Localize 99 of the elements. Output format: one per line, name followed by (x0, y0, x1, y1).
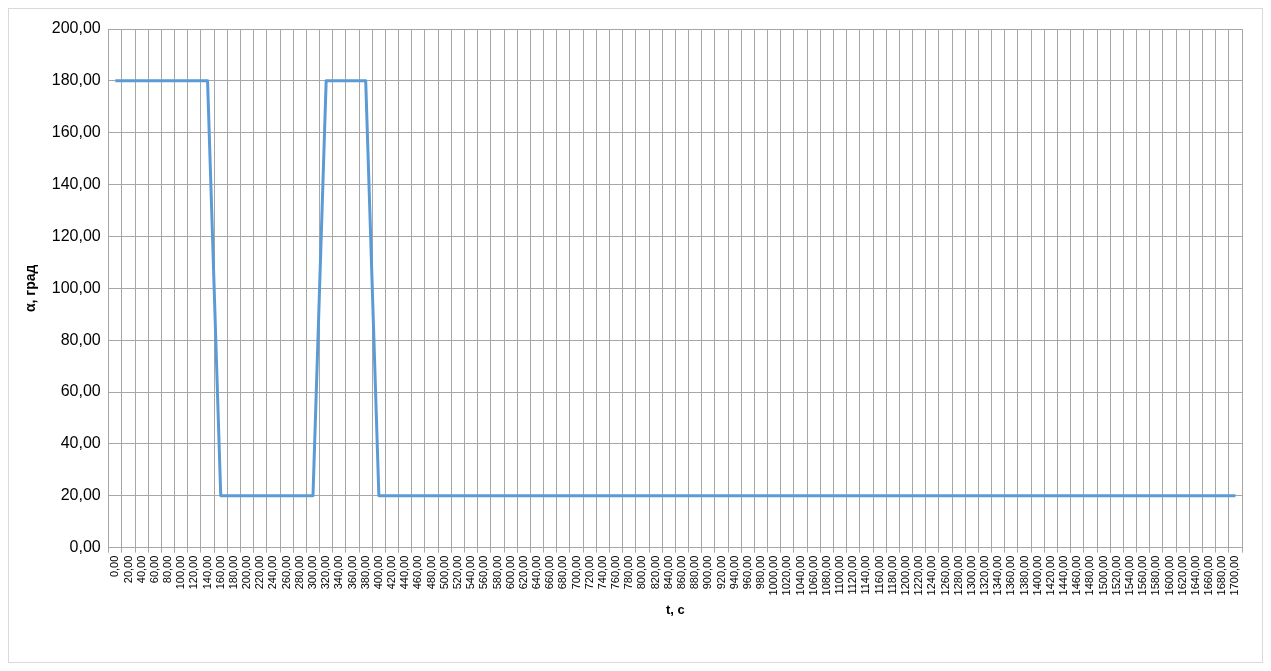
x-tick-label: 1140,00 (859, 555, 872, 595)
x-tick-label: 1680,00 (1215, 555, 1228, 596)
y-tick-label: 200,00 (51, 19, 101, 37)
x-axis-title: t, с (665, 601, 685, 617)
x-tick-label: 1400,00 (1030, 555, 1043, 596)
x-tick-label: 880,00 (688, 555, 701, 590)
x-tick-label: 180,00 (226, 555, 239, 590)
x-tick-label: 1280,00 (951, 555, 964, 596)
x-tick-label: 740,00 (595, 555, 608, 590)
x-tick-label: 1380,00 (1017, 555, 1030, 596)
y-tick-label: 140,00 (51, 175, 101, 192)
x-tick-label: 1440,00 (1057, 555, 1070, 596)
x-tick-label: 1360,00 (1004, 555, 1017, 596)
x-tick-label: 160,00 (213, 555, 226, 590)
x-tick-label: 340,00 (332, 555, 345, 590)
x-tick-label: 540,00 (464, 555, 477, 590)
x-tick-label: 1560,00 (1136, 555, 1149, 596)
x-tick-label: 320,00 (319, 555, 332, 590)
x-tick-label: 20,00 (121, 555, 134, 584)
x-tick-label: 0,00 (108, 555, 121, 578)
x-tick-label: 700,00 (569, 555, 582, 590)
x-tick-label: 1500,00 (1096, 555, 1109, 596)
x-tick-label: 1180,00 (885, 555, 898, 595)
x-tick-label: 1700,00 (1228, 555, 1241, 596)
x-tick-label: 1340,00 (991, 555, 1004, 596)
y-tick-label: 180,00 (51, 71, 101, 89)
x-tick-label: 780,00 (622, 555, 635, 590)
x-tick-label: 520,00 (450, 555, 463, 590)
x-tick-label: 500,00 (437, 555, 450, 590)
y-tick-label: 0,00 (69, 538, 101, 556)
x-tick-label: 1580,00 (1149, 555, 1162, 596)
x-tick-label: 1300,00 (964, 555, 977, 596)
x-tick-label: 1600,00 (1162, 555, 1175, 596)
x-tick-label: 980,00 (754, 555, 767, 590)
x-tick-label: 760,00 (609, 555, 622, 590)
x-tick-label: 200,00 (240, 555, 253, 590)
x-tick-label: 240,00 (266, 555, 279, 590)
x-tick-label: 560,00 (477, 555, 490, 590)
x-tick-label: 1080,00 (819, 555, 832, 596)
x-tick-label: 1240,00 (925, 555, 938, 596)
x-tick-label: 120,00 (187, 555, 200, 590)
x-tick-label: 460,00 (411, 555, 424, 590)
x-tick-label: 1160,00 (872, 555, 885, 595)
x-tick-label: 1460,00 (1070, 555, 1083, 596)
x-tick-label: 580,00 (490, 555, 503, 590)
x-tick-label: 260,00 (279, 555, 292, 590)
x-tick-label: 720,00 (582, 555, 595, 590)
x-tick-label: 1420,00 (1043, 555, 1056, 596)
x-tick-label: 1100,00 (833, 555, 846, 595)
y-axis-title: α, град (22, 264, 39, 313)
x-tick-label: 480,00 (424, 555, 437, 590)
x-tick-label: 1660,00 (1202, 555, 1215, 596)
x-tick-label: 1520,00 (1109, 555, 1122, 596)
x-tick-label: 620,00 (516, 555, 529, 590)
x-tick-label: 680,00 (556, 555, 569, 590)
x-tick-label: 960,00 (740, 555, 753, 590)
x-tick-label: 1260,00 (938, 555, 951, 596)
x-tick-label: 1320,00 (978, 555, 991, 596)
x-tick-label: 100,00 (174, 555, 187, 590)
x-tick-label: 820,00 (648, 555, 661, 590)
x-tick-label: 640,00 (530, 555, 543, 590)
x-tick-label: 840,00 (661, 555, 674, 590)
x-tick-label: 1200,00 (899, 555, 912, 596)
x-tick-label: 140,00 (200, 555, 213, 590)
x-tick-label: 1020,00 (780, 555, 793, 596)
x-tick-label: 300,00 (306, 555, 319, 590)
y-tick-label: 100,00 (51, 278, 101, 296)
x-tick-label: 420,00 (385, 555, 398, 590)
y-tick-label: 60,00 (60, 382, 101, 400)
y-tick-label: 120,00 (51, 226, 101, 244)
x-tick-label: 1060,00 (806, 555, 819, 596)
y-tick-label: 40,00 (60, 434, 101, 452)
x-tick-label: 1120,00 (846, 555, 859, 595)
x-tick-label: 220,00 (253, 555, 266, 590)
x-tick-label: 360,00 (345, 555, 358, 590)
x-tick-label: 40,00 (134, 555, 147, 584)
y-tick-label: 160,00 (51, 123, 101, 141)
x-tick-label: 280,00 (292, 555, 305, 590)
y-tick-label: 80,00 (60, 330, 101, 348)
x-tick-label: 400,00 (371, 555, 384, 590)
x-tick-label: 1040,00 (793, 555, 806, 596)
x-tick-label: 380,00 (358, 555, 371, 590)
x-tick-label: 900,00 (701, 555, 714, 590)
x-tick-label: 80,00 (161, 555, 174, 584)
x-tick-label: 940,00 (727, 555, 740, 590)
x-tick-label: 440,00 (398, 555, 411, 590)
x-tick-label: 920,00 (714, 555, 727, 590)
x-tick-label: 1000,00 (767, 555, 780, 596)
x-tick-label: 1620,00 (1175, 555, 1188, 596)
x-tick-label: 1640,00 (1188, 555, 1201, 596)
y-tick-label: 20,00 (60, 486, 101, 504)
x-tick-label: 1540,00 (1123, 555, 1136, 596)
x-tick-label: 860,00 (674, 555, 687, 590)
x-tick-label: 60,00 (147, 555, 160, 584)
x-tick-label: 1220,00 (912, 555, 925, 596)
x-tick-label: 800,00 (635, 555, 648, 590)
x-tick-label: 660,00 (543, 555, 556, 590)
x-tick-label: 1480,00 (1083, 555, 1096, 596)
x-tick-label: 600,00 (503, 555, 516, 590)
